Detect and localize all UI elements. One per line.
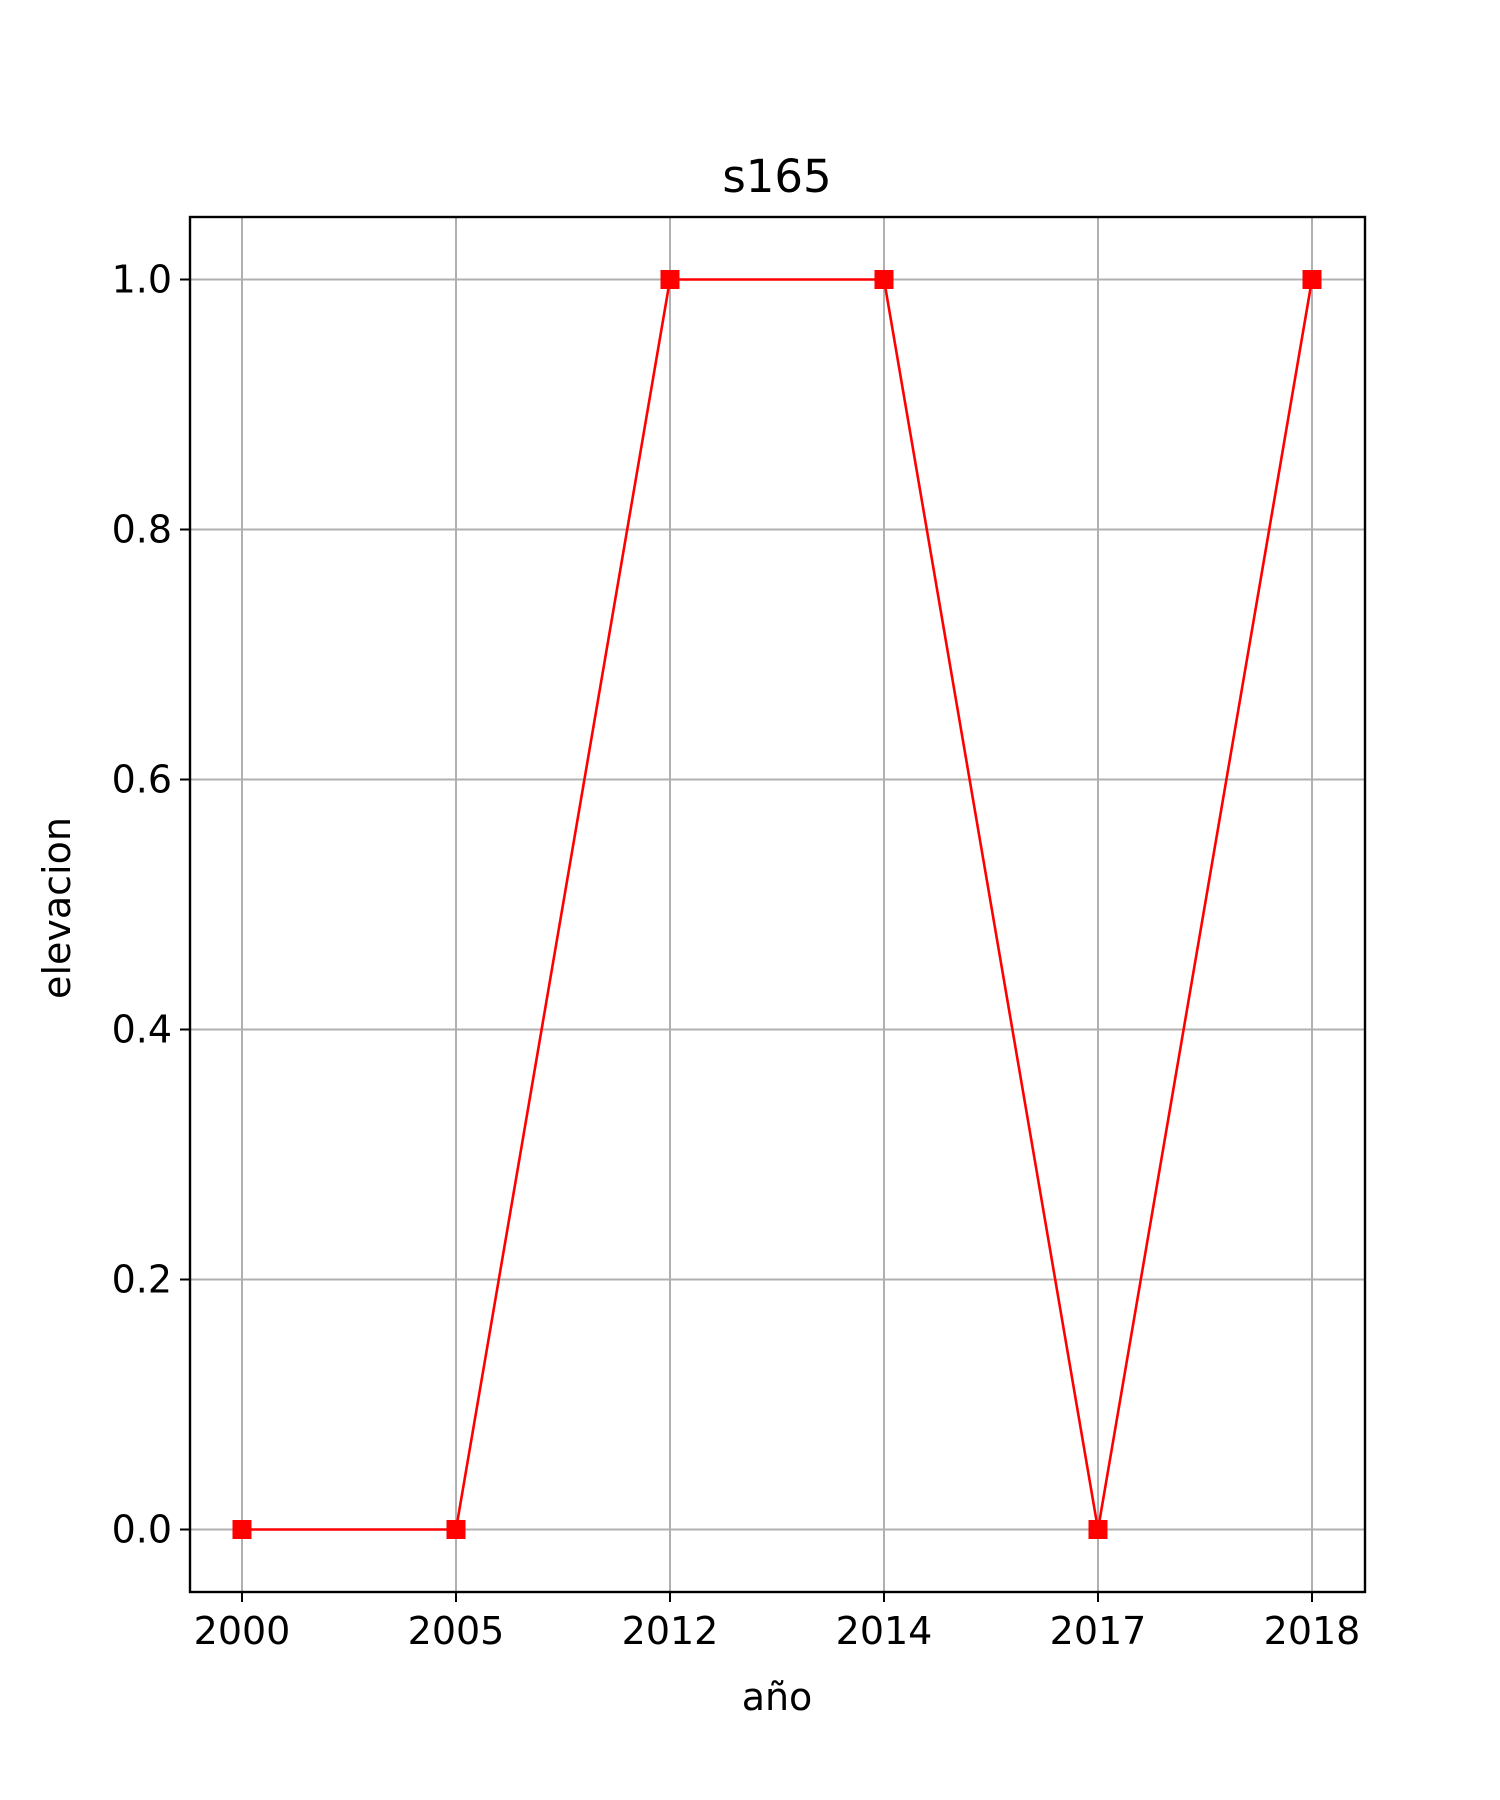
y-tick-label: 0.8 (112, 508, 172, 552)
data-point-marker (446, 1520, 466, 1539)
data-point-marker (660, 270, 680, 289)
series-layer (232, 270, 1322, 1539)
y-tick-label: 0.4 (112, 1008, 172, 1052)
y-axis-title: elevacion (35, 817, 79, 999)
x-tick-label: 2017 (1050, 1609, 1147, 1653)
data-point-marker (1088, 1520, 1108, 1539)
x-tick-label: 2012 (622, 1609, 719, 1653)
grid-lines (190, 217, 1365, 1592)
x-tick-label: 2005 (408, 1609, 505, 1653)
y-tick-label: 0.0 (112, 1508, 172, 1552)
data-point-marker (874, 270, 894, 289)
data-point-marker (1302, 270, 1322, 289)
x-axis-title: año (742, 1675, 813, 1719)
y-tick-label: 0.2 (112, 1258, 172, 1302)
x-tick-label: 2000 (194, 1609, 291, 1653)
x-tick-label: 2018 (1264, 1609, 1361, 1653)
x-tick-label: 2014 (836, 1609, 933, 1653)
plot-frame (188, 215, 1367, 1594)
ticks-layer: 2000 2005 2012 2014 2017 2018 0.0 0.2 0.4 0.6 0.8 1… (112, 258, 1361, 1654)
y-tick-label: 0.6 (112, 758, 172, 802)
data-point-marker (232, 1520, 252, 1539)
y-tick-label: 1.0 (112, 258, 172, 302)
chart-title: s165 (722, 150, 831, 203)
series-line (242, 278, 1314, 1531)
